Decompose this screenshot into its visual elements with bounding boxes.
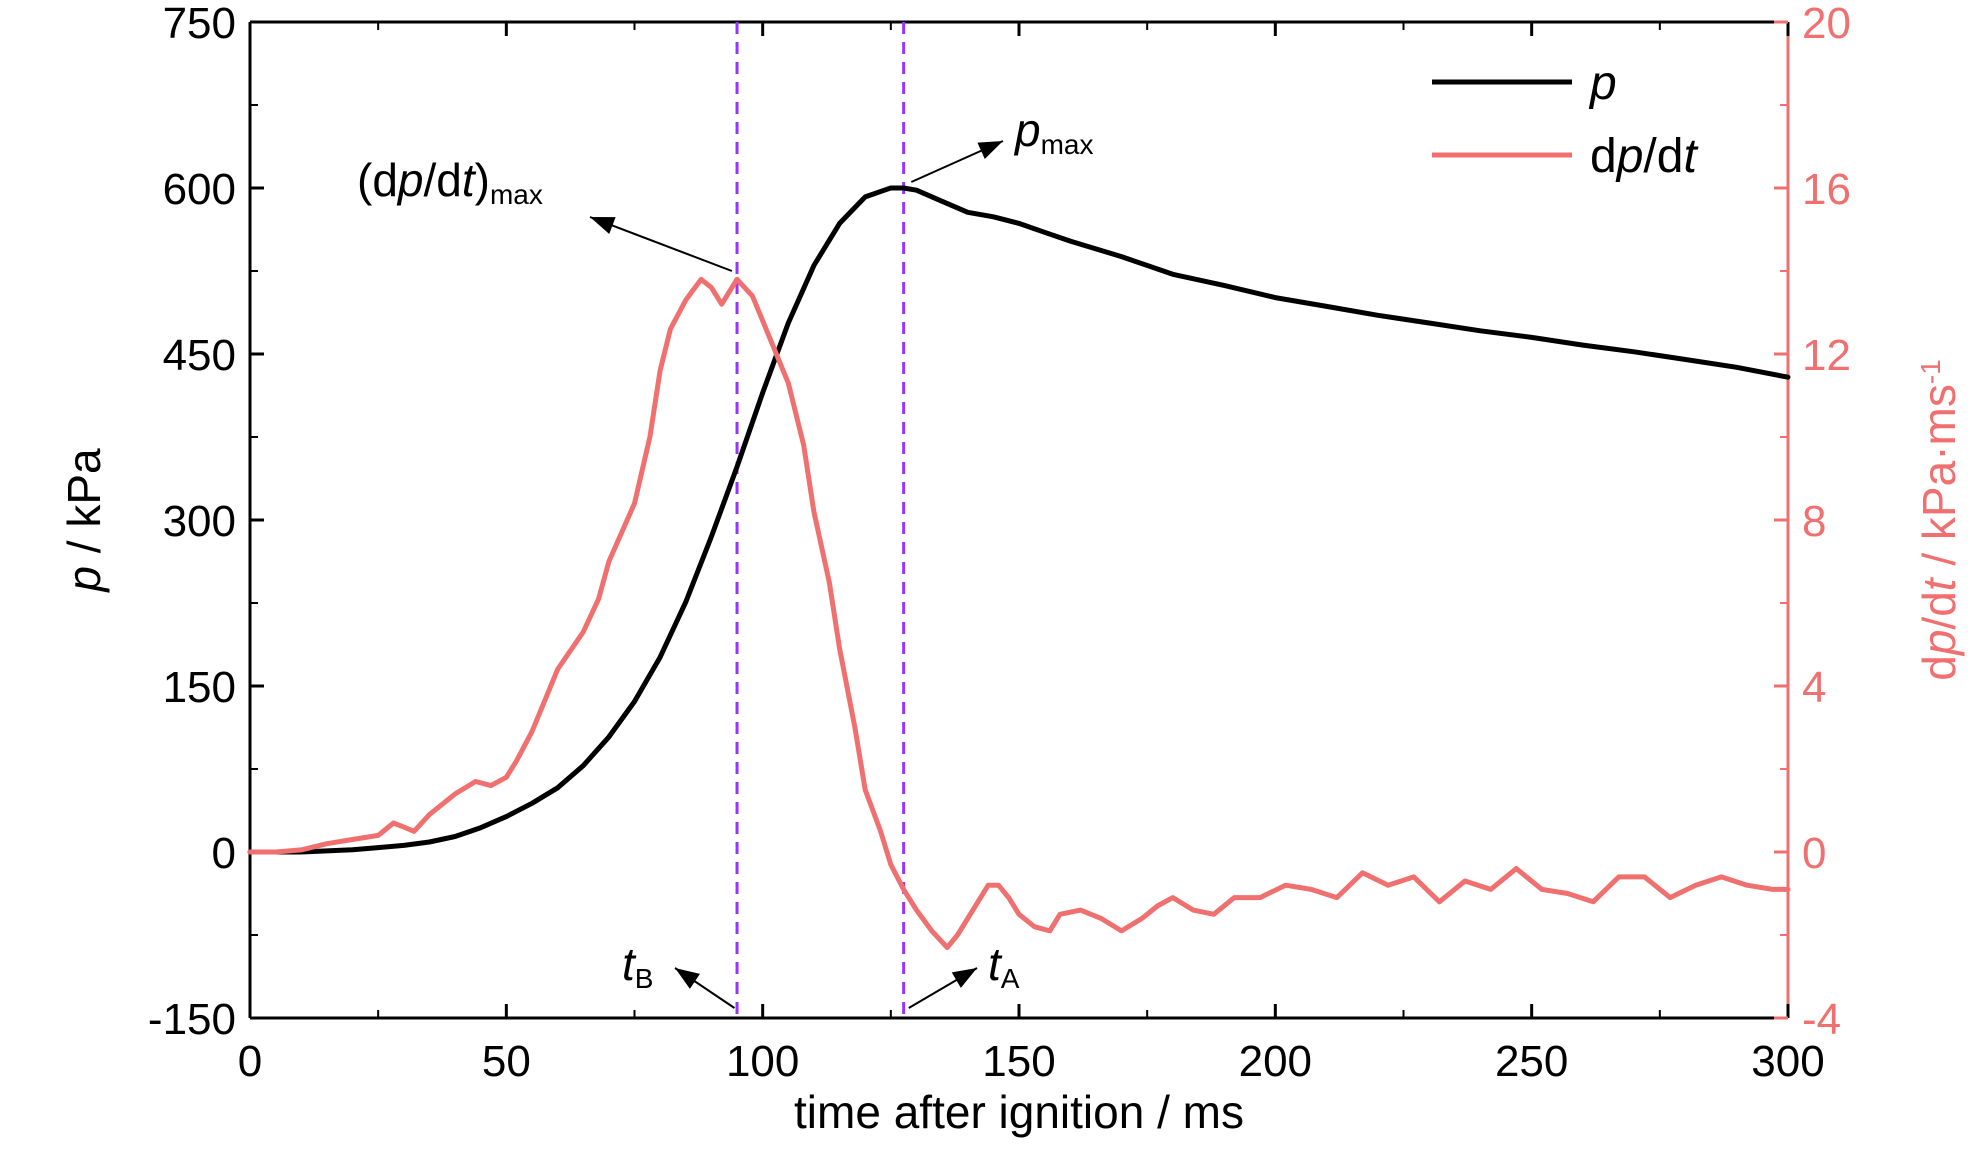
text-part: /d: [1913, 591, 1965, 629]
annotation-p-max: pmax: [1013, 104, 1094, 160]
annotation-dpdt-max: (dp/dt)max: [357, 154, 543, 210]
x-tick-label: 100: [726, 1037, 799, 1086]
x-axis-title: time after ignition / ms: [794, 1086, 1244, 1138]
y-left-axis-title: p / kPa: [58, 448, 110, 594]
text-part: / kPa·ms: [1913, 384, 1965, 578]
y-left-tick-label: 300: [163, 497, 236, 546]
text-part: p: [1013, 104, 1041, 156]
y-right-tick-label: 4: [1802, 663, 1826, 712]
text-part: B: [635, 963, 654, 994]
annotation-t-b: tB: [622, 938, 653, 994]
text-part: -1: [1915, 359, 1946, 384]
text-part: /d: [424, 154, 462, 206]
arrow-t-b-head: [675, 968, 700, 989]
x-tick-label: 150: [982, 1037, 1055, 1086]
arrow-dpdt-max-head: [590, 217, 616, 234]
text-part: t: [1913, 576, 1965, 591]
text-part: /d: [1643, 130, 1683, 183]
arrow-t-a-head: [951, 968, 977, 988]
y-right-tick-label: 0: [1802, 829, 1826, 878]
arrow-dpdt-max-shaft: [589, 216, 733, 272]
legend-label: dp/dt: [1590, 130, 1698, 183]
y-right-tick-label: 12: [1802, 331, 1851, 380]
x-tick-label: 250: [1495, 1037, 1568, 1086]
x-tick-label: 300: [1751, 1037, 1824, 1086]
text-part: p: [1615, 130, 1644, 183]
series-line-p: [247, 185, 1791, 855]
text-part: t: [1683, 130, 1698, 183]
text-part: t: [988, 938, 1003, 990]
text-part: A: [1001, 963, 1020, 994]
series-line-dpdt: [247, 276, 1791, 950]
y-left-tick-label: 600: [163, 165, 236, 214]
legend-label: p: [1588, 57, 1617, 110]
y-left-tick-label: -150: [148, 995, 236, 1044]
y-right-tick-label: 20: [1802, 0, 1851, 48]
text-part: (d: [357, 154, 398, 206]
text-part: d: [1913, 655, 1965, 681]
text-part: / kPa: [58, 448, 110, 566]
axes-layer: 0 50 100 150 200 250 300-1500150300450600750-4…: [58, 0, 1965, 1138]
y-left-tick-label: 150: [163, 663, 236, 712]
text-part: t: [462, 154, 477, 206]
text-part: max: [490, 179, 543, 210]
text-part: max: [1041, 129, 1094, 160]
y-right-tick-label: 16: [1802, 165, 1851, 214]
legend: pdp/dt: [1432, 57, 1698, 183]
y-right-axis-title: dp/dt / kPa·ms-1: [1913, 359, 1965, 681]
text-part: p: [58, 566, 110, 594]
text-part: p: [396, 154, 424, 206]
text-part: p: [1913, 630, 1965, 658]
y-right-tick-label: -4: [1802, 995, 1841, 1044]
series-layer: [247, 185, 1791, 950]
marker-lines: [735, 22, 906, 1018]
x-tick-label: 0: [238, 1037, 262, 1086]
text-part: p: [1588, 57, 1617, 110]
arrow-p-max-head: [977, 141, 1003, 160]
text-part: t: [622, 938, 637, 990]
x-tick-label: 50: [482, 1037, 531, 1086]
y-right-tick-label: 8: [1802, 497, 1826, 546]
y-left-tick-label: 450: [163, 331, 236, 380]
annotation-t-a: tA: [988, 938, 1020, 994]
text-part: d: [1590, 130, 1617, 183]
y-left-tick-label: 0: [212, 829, 236, 878]
text-part: ): [475, 154, 490, 206]
x-tick-label: 200: [1239, 1037, 1312, 1086]
y-left-tick-label: 750: [163, 0, 236, 48]
